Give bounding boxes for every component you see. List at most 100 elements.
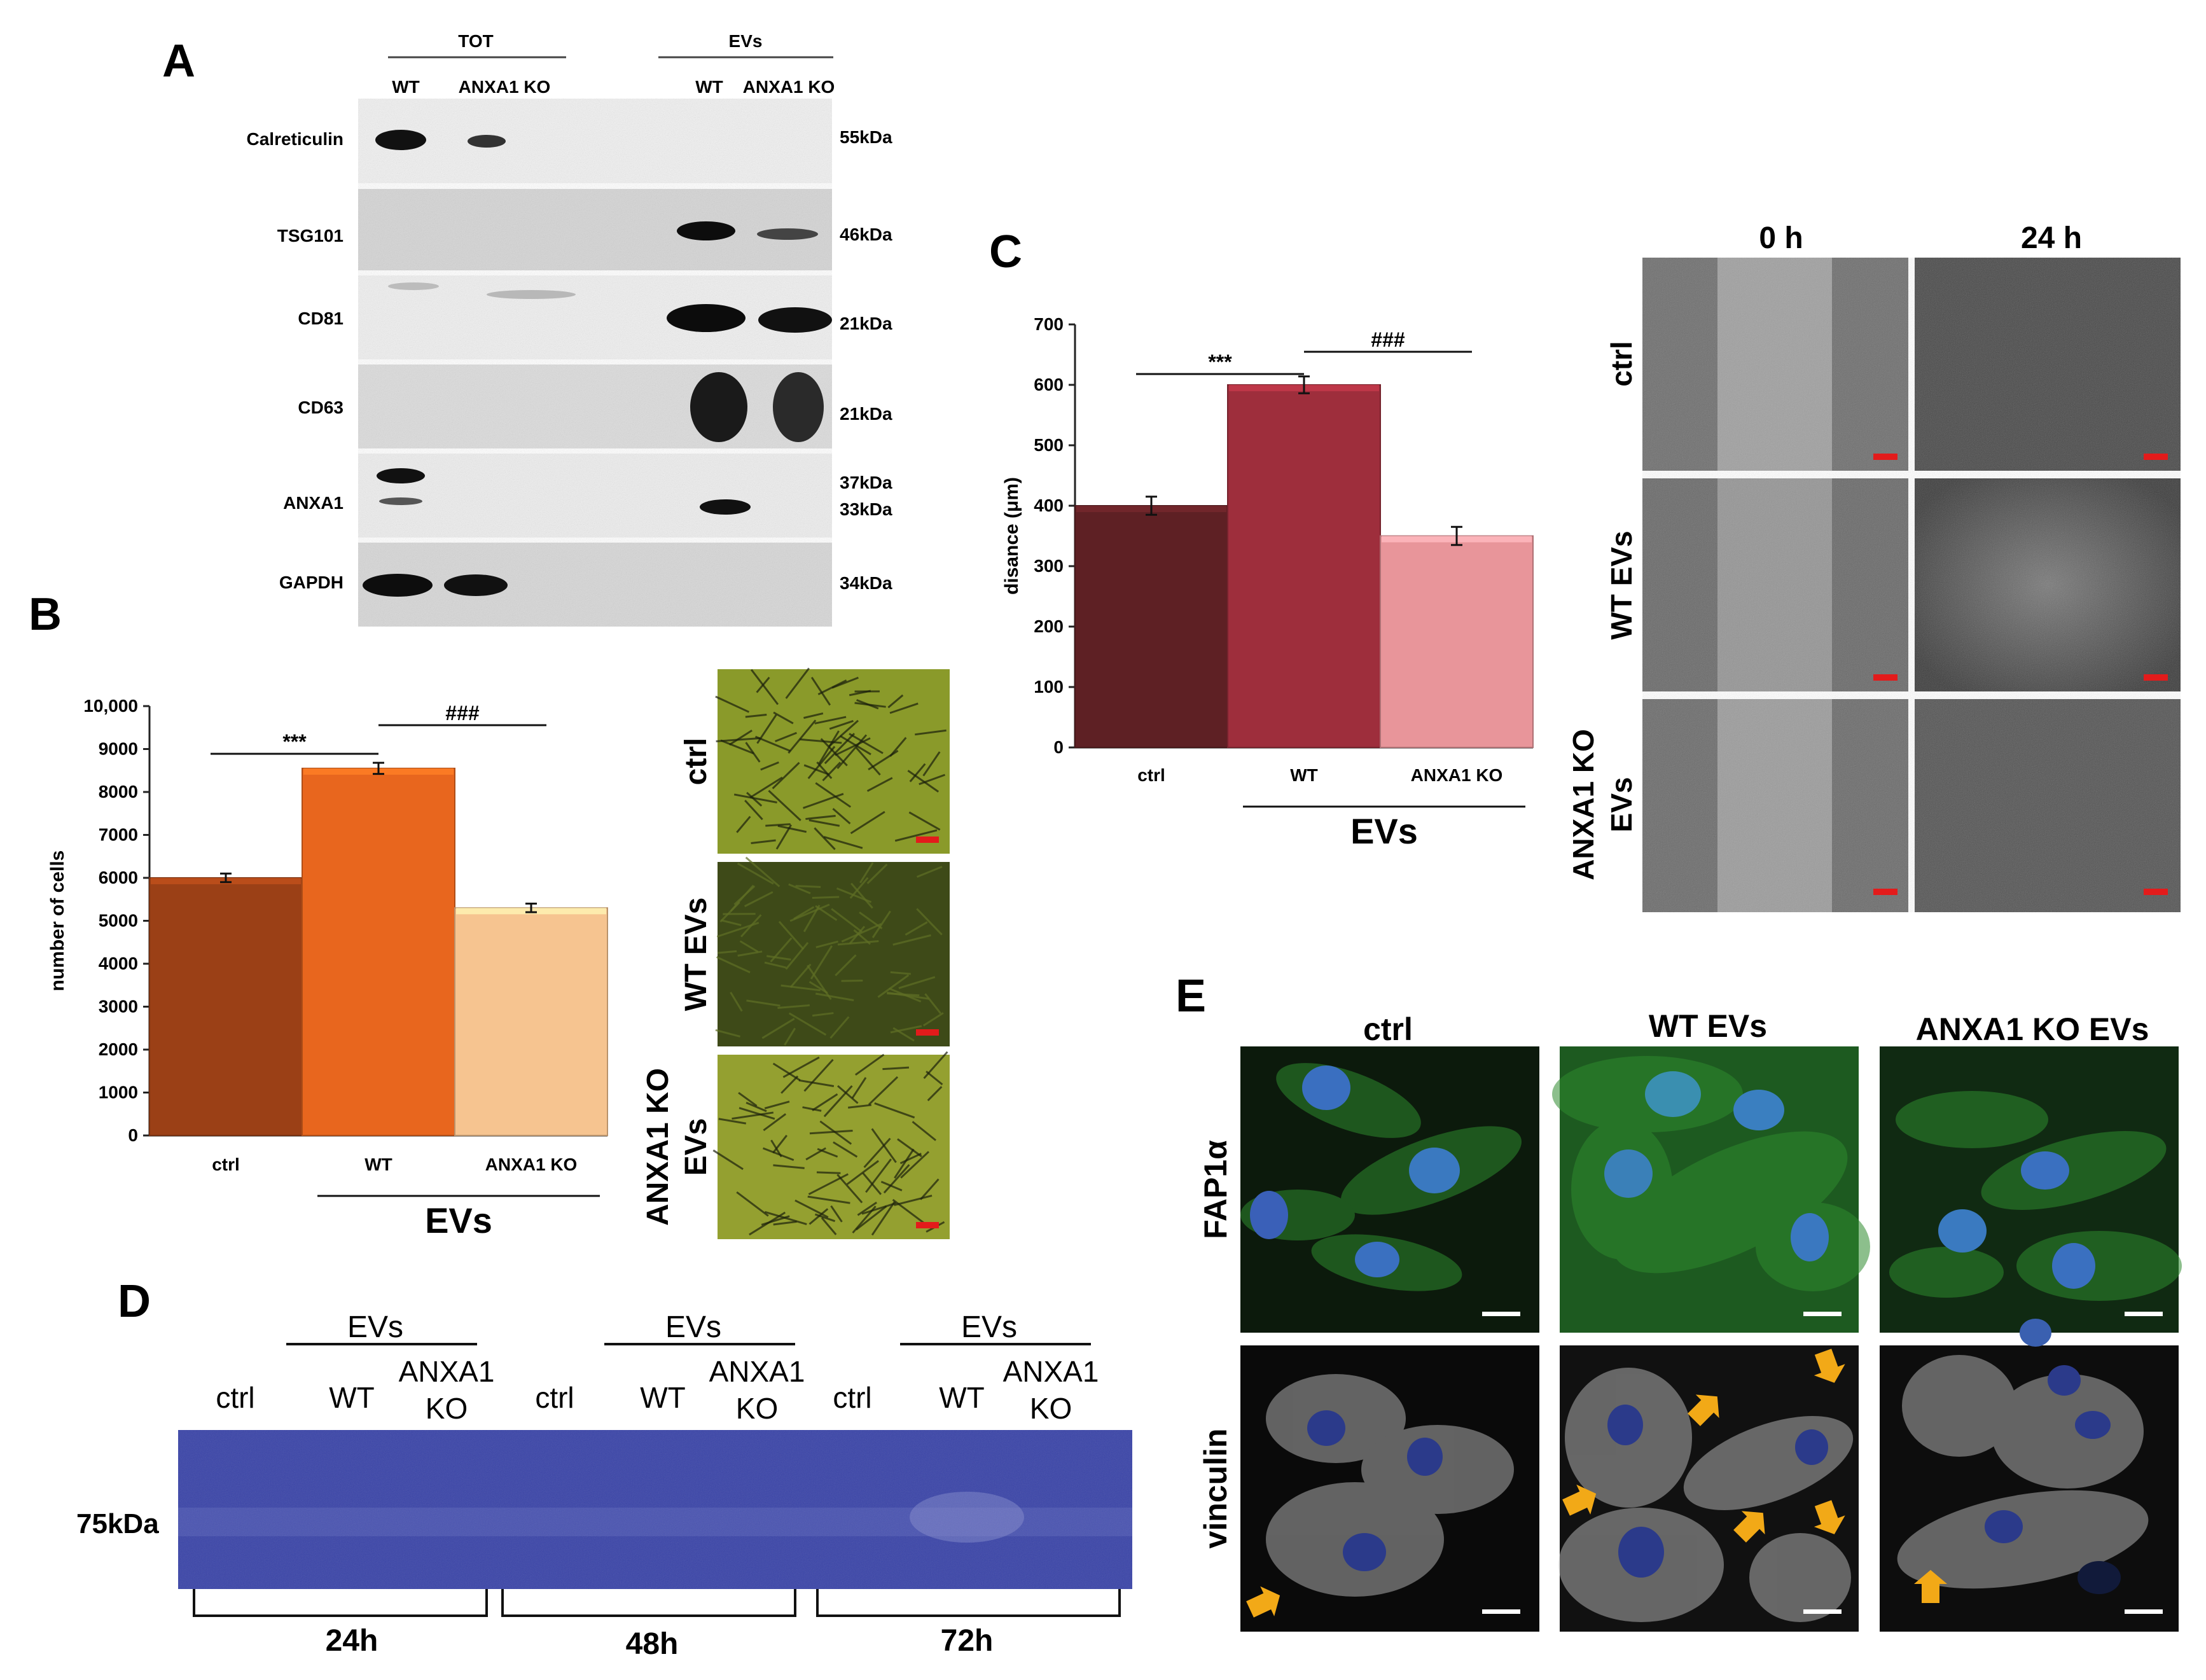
category-label: ctrl bbox=[212, 1155, 240, 1174]
y-tick-label: 3000 bbox=[99, 997, 138, 1017]
panel-letter-b: B bbox=[29, 589, 62, 640]
x-axis-label: EVs bbox=[1350, 811, 1418, 851]
y-tick-label: 9000 bbox=[99, 739, 138, 759]
size-tsg101: 46kDa bbox=[840, 225, 892, 244]
bar bbox=[455, 908, 607, 1135]
panel-a: TOT EVs WT ANXA1 KO WT ANXA1 KO Calretic… bbox=[247, 31, 892, 627]
e-scalebar-4 bbox=[1482, 1609, 1520, 1614]
size-calreticulin: 55kDa bbox=[840, 127, 892, 147]
e-scalebar-5 bbox=[1803, 1609, 1842, 1614]
d-evs-label-1: EVs bbox=[347, 1310, 403, 1344]
y-tick-label: 7000 bbox=[99, 825, 138, 845]
scalebar-c-1 bbox=[1873, 454, 1897, 460]
cell-streak bbox=[817, 1172, 840, 1173]
d-marker-75kda: 75kDa bbox=[76, 1508, 159, 1539]
category-label: ctrl bbox=[1137, 765, 1165, 785]
lane-label-ko-evs: ANXA1 KO bbox=[743, 77, 835, 97]
d-lane-wt-2: WT bbox=[640, 1381, 686, 1414]
d-timepoint-bracket-48h bbox=[503, 1589, 795, 1616]
e-col-wt-evs: WT EVs bbox=[1649, 1008, 1767, 1044]
d-timepoint-bracket-72h bbox=[817, 1589, 1120, 1616]
e-col-ko-evs: ANXA1 KO EVs bbox=[1916, 1011, 2149, 1047]
e-col-ctrl: ctrl bbox=[1363, 1011, 1413, 1047]
cell-streak bbox=[796, 886, 821, 887]
y-axis-label: number of cells bbox=[47, 850, 68, 992]
size-gapdh: 34kDa bbox=[840, 573, 892, 593]
panel-e: ctrl WT EVs ANXA1 KO EVs FAP1α vinculin bbox=[1198, 1008, 2182, 1632]
d-lane-anxa1-1: ANXA1 bbox=[399, 1355, 495, 1388]
row-label-gapdh: GAPDH bbox=[279, 573, 343, 592]
y-tick-label: 0 bbox=[128, 1125, 138, 1145]
d-lane-ctrl-3: ctrl bbox=[833, 1381, 871, 1414]
row-label-calreticulin: Calreticulin bbox=[247, 129, 343, 149]
y-tick-label: 1000 bbox=[99, 1083, 138, 1102]
band-cd63-ko-evs bbox=[773, 372, 824, 442]
y-tick-label: 2000 bbox=[99, 1039, 138, 1059]
band-tsg101-ko-evs bbox=[757, 228, 818, 240]
band-anxa1-33-wt bbox=[379, 497, 422, 505]
d-evs-label-3: EVs bbox=[961, 1310, 1017, 1344]
lane-label-wt-evs: WT bbox=[695, 77, 723, 97]
cell-streak bbox=[812, 897, 839, 898]
band-cd63-wt-evs bbox=[690, 372, 747, 442]
panel-c-images: 0 h 24 h ctrl WT EVs ANXA1 KO EVs bbox=[1567, 221, 2181, 912]
panel-letter-c: C bbox=[989, 226, 1022, 277]
band-cd81-ko-tot bbox=[487, 290, 576, 299]
d-lane-ko-3: KO bbox=[1030, 1392, 1072, 1425]
d-lane-wt-3: WT bbox=[939, 1381, 985, 1414]
bar bbox=[1075, 506, 1228, 747]
bar bbox=[302, 768, 455, 1135]
band-cd81-wt-tot bbox=[388, 282, 439, 290]
y-tick-label: 500 bbox=[1034, 435, 1064, 455]
band-calreticulin-ko bbox=[468, 135, 506, 148]
row-label-tsg101: TSG101 bbox=[277, 226, 343, 246]
d-lane-ko-1: KO bbox=[426, 1392, 468, 1425]
micrograph-b-ko-evs bbox=[718, 1055, 950, 1239]
size-cd81: 21kDa bbox=[840, 314, 892, 333]
row-label-c-wt-evs: WT EVs bbox=[1605, 531, 1638, 639]
size-cd63: 21kDa bbox=[840, 404, 892, 424]
scratch-grain bbox=[1642, 258, 2181, 912]
y-tick-label: 700 bbox=[1034, 314, 1064, 334]
panel-d: EVs EVs EVs ctrl WT ANXA1 KO ctrl WT ANX… bbox=[76, 1310, 1132, 1661]
panel-letter-e: E bbox=[1176, 971, 1206, 1022]
size-anxa1-37: 37kDa bbox=[840, 473, 892, 492]
e-scalebar-3 bbox=[2125, 1312, 2163, 1316]
y-tick-label: 600 bbox=[1034, 375, 1064, 394]
lane-label-wt-tot: WT bbox=[392, 77, 420, 97]
y-tick-label: 6000 bbox=[99, 868, 138, 887]
e-row-vinculin: vinculin bbox=[1198, 1429, 1233, 1549]
category-label: ANXA1 KO bbox=[485, 1155, 578, 1174]
scalebar-b-2 bbox=[916, 1029, 939, 1036]
d-lane-ko-2: KO bbox=[736, 1392, 778, 1425]
band-tsg101-wt-evs bbox=[677, 221, 735, 240]
image-label-b-wt-evs: WT EVs bbox=[679, 898, 713, 1011]
image-label-b-evs: EVs bbox=[679, 1118, 713, 1176]
row-label-c-ctrl: ctrl bbox=[1605, 341, 1638, 387]
band-calreticulin-wt bbox=[375, 130, 426, 150]
band-gapdh-wt bbox=[363, 574, 433, 597]
lane-label-ko-tot: ANXA1 KO bbox=[459, 77, 551, 97]
micrograph-b-wt-evs bbox=[718, 862, 950, 1046]
d-lane-ctrl-1: ctrl bbox=[216, 1381, 254, 1414]
d-lane-anxa1-3: ANXA1 bbox=[1003, 1355, 1099, 1388]
d-timepoint-24h: 24h bbox=[326, 1624, 378, 1658]
d-timepoint-72h: 72h bbox=[941, 1624, 994, 1658]
significance-label: ### bbox=[445, 702, 480, 725]
bar bbox=[1380, 536, 1533, 748]
row-label-c-evs: EVs bbox=[1605, 777, 1638, 833]
e-scalebar-6 bbox=[2125, 1609, 2163, 1614]
size-anxa1-33: 33kDa bbox=[840, 499, 892, 519]
d-lane-anxa1-2: ANXA1 bbox=[709, 1355, 805, 1388]
group-tot-label: TOT bbox=[458, 31, 493, 51]
d-timepoint-bracket-24h bbox=[194, 1589, 487, 1616]
row-label-cd81: CD81 bbox=[298, 309, 343, 328]
bar bbox=[1228, 385, 1380, 747]
column-label-0h: 0 h bbox=[1759, 221, 1803, 255]
scalebar-c-5 bbox=[1873, 889, 1897, 895]
image-label-b-ko: ANXA1 KO bbox=[641, 1068, 675, 1226]
y-tick-label: 4000 bbox=[99, 954, 138, 973]
panel-letter-a: A bbox=[162, 36, 195, 87]
scalebar-c-2 bbox=[2144, 454, 2168, 460]
y-tick-label: 0 bbox=[1053, 737, 1064, 757]
